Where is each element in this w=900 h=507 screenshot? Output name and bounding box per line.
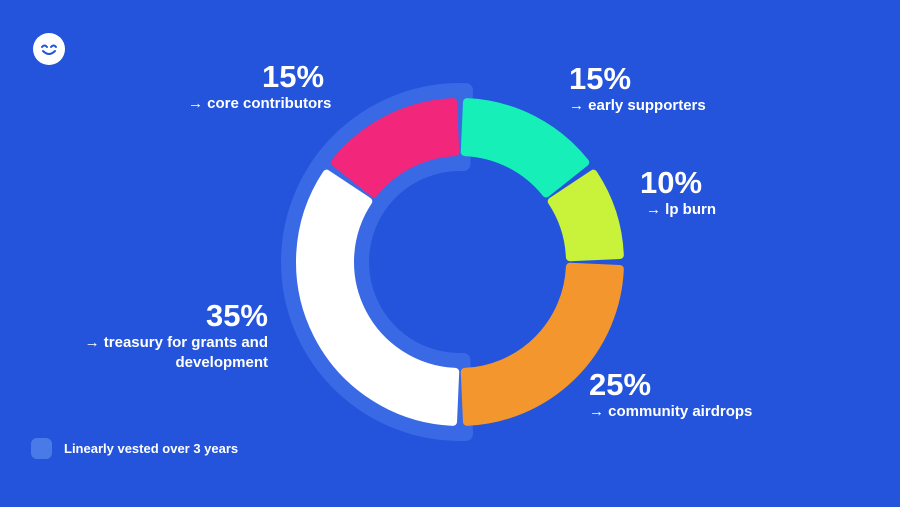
category-label: → core contributors [188,95,332,112]
category-label: → lp burn [646,201,716,218]
value-label: 15% [262,59,325,94]
slice-treasury-for-grants-and-development [296,169,460,426]
smiling-face-icon [41,44,57,55]
logo [33,33,65,65]
slice-core-contributors [330,98,460,198]
value-label: 25% [589,367,652,402]
label-lp-burn: 10% → lp burn [640,166,716,220]
category-label: → early supporters [569,97,706,114]
value-label: 15% [569,61,632,96]
value-label: 35% [205,298,268,333]
category-label: → community airdrops [589,403,753,420]
legend: Linearly vested over 3 years [31,438,238,459]
slice-community-airdrops [460,262,624,426]
value-label: 10% [640,165,703,200]
slice-early-supporters [460,98,590,198]
label-core-contributors: 15% → core contributors [188,60,331,114]
label-treasury: 35% → treasury for grants and developmen… [48,299,268,373]
label-community-airdrops: 25% → community airdrops [589,368,752,422]
label-early-supporters: 15% → early supporters [569,62,706,116]
slice-lp-burn [547,169,624,262]
legend-text: Linearly vested over 3 years [64,441,239,456]
category-label: → treasury for grants and development [84,334,268,371]
legend-swatch [31,438,52,459]
